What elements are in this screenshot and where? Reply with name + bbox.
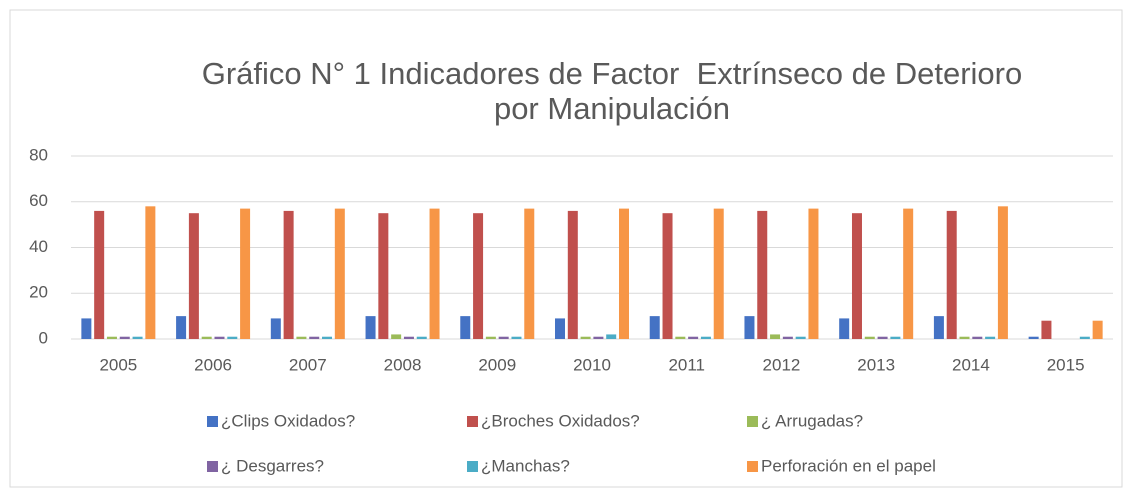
bar bbox=[403, 336, 414, 339]
bar bbox=[972, 336, 983, 339]
legend-swatch bbox=[747, 461, 758, 472]
bar bbox=[1041, 320, 1052, 339]
legend-label: ¿ Desgarres? bbox=[221, 456, 324, 475]
bar bbox=[662, 213, 673, 339]
y-tick-label: 40 bbox=[29, 237, 48, 256]
bar bbox=[227, 336, 238, 339]
bar bbox=[580, 336, 591, 339]
bar bbox=[132, 336, 143, 339]
bar bbox=[946, 210, 957, 339]
legend-label: ¿ Arrugadas? bbox=[761, 411, 863, 430]
bar bbox=[240, 208, 251, 339]
x-tick-label: 2007 bbox=[289, 355, 327, 374]
legend-label: Perforación en el papel bbox=[761, 456, 936, 475]
bar bbox=[119, 336, 130, 339]
bar bbox=[270, 318, 281, 339]
x-tick-label: 2006 bbox=[194, 355, 232, 374]
bar bbox=[688, 336, 699, 339]
x-tick-label: 2015 bbox=[1047, 355, 1085, 374]
chart-title: Gráfico N° 1 Indicadores de Factor Extrí… bbox=[202, 56, 1023, 91]
bar bbox=[757, 210, 768, 339]
bar bbox=[985, 336, 996, 339]
bar bbox=[473, 213, 484, 339]
bar bbox=[511, 336, 522, 339]
legend-swatch bbox=[207, 416, 218, 427]
bar bbox=[593, 336, 604, 339]
bar bbox=[1028, 336, 1039, 339]
bar bbox=[1079, 336, 1090, 339]
legend-label: ¿Manchas? bbox=[481, 456, 570, 475]
bar bbox=[649, 316, 660, 339]
x-tick-label: 2008 bbox=[384, 355, 422, 374]
bar bbox=[309, 336, 320, 339]
bar bbox=[460, 316, 471, 339]
bar bbox=[770, 334, 781, 339]
y-tick-label: 20 bbox=[29, 283, 48, 302]
bar bbox=[94, 210, 105, 339]
bar bbox=[365, 316, 376, 339]
legend-label: ¿Clips Oxidados? bbox=[221, 411, 355, 430]
legend-swatch bbox=[467, 416, 478, 427]
bar bbox=[322, 336, 333, 339]
bar bbox=[877, 336, 888, 339]
bar bbox=[864, 336, 875, 339]
bar bbox=[782, 336, 793, 339]
legend-swatch bbox=[747, 416, 758, 427]
y-tick-label: 80 bbox=[29, 145, 48, 164]
x-tick-label: 2005 bbox=[99, 355, 137, 374]
bar bbox=[997, 206, 1008, 339]
bar bbox=[959, 336, 970, 339]
bar bbox=[795, 336, 806, 339]
bar bbox=[808, 208, 819, 339]
bar bbox=[890, 336, 901, 339]
bar bbox=[429, 208, 440, 339]
bar bbox=[106, 336, 117, 339]
bar bbox=[201, 336, 212, 339]
bar bbox=[606, 334, 617, 339]
bar bbox=[933, 316, 944, 339]
bar bbox=[851, 213, 862, 339]
bar bbox=[619, 208, 629, 339]
bar bbox=[296, 336, 307, 339]
bar bbox=[675, 336, 686, 339]
bar bbox=[188, 213, 199, 339]
x-tick-label: 2013 bbox=[857, 355, 895, 374]
bar bbox=[903, 208, 914, 339]
bar bbox=[176, 316, 187, 339]
bar bbox=[81, 318, 92, 339]
bar bbox=[839, 318, 850, 339]
bar bbox=[700, 336, 711, 339]
bar bbox=[334, 208, 345, 339]
bar bbox=[555, 318, 565, 339]
y-tick-label: 0 bbox=[39, 328, 48, 347]
bar bbox=[713, 208, 724, 339]
y-tick-label: 60 bbox=[29, 191, 48, 210]
bar bbox=[498, 336, 509, 339]
bar bbox=[214, 336, 225, 339]
x-tick-label: 2010 bbox=[573, 355, 611, 374]
bar bbox=[378, 213, 389, 339]
x-tick-label: 2011 bbox=[668, 355, 705, 374]
legend-swatch bbox=[467, 461, 478, 472]
x-tick-label: 2014 bbox=[952, 355, 990, 374]
chart-title: por Manipulación bbox=[494, 91, 730, 126]
bar bbox=[391, 334, 402, 339]
bar bbox=[744, 316, 755, 339]
x-tick-label: 2009 bbox=[478, 355, 516, 374]
legend-swatch bbox=[207, 461, 218, 472]
bar bbox=[524, 208, 535, 339]
legend-label: ¿Broches Oxidados? bbox=[481, 411, 640, 430]
bar bbox=[1092, 320, 1103, 339]
bar bbox=[283, 210, 294, 339]
bar bbox=[416, 336, 427, 339]
x-tick-label: 2012 bbox=[763, 355, 801, 374]
bar bbox=[567, 210, 578, 339]
bar bbox=[485, 336, 496, 339]
bar bbox=[145, 206, 156, 339]
